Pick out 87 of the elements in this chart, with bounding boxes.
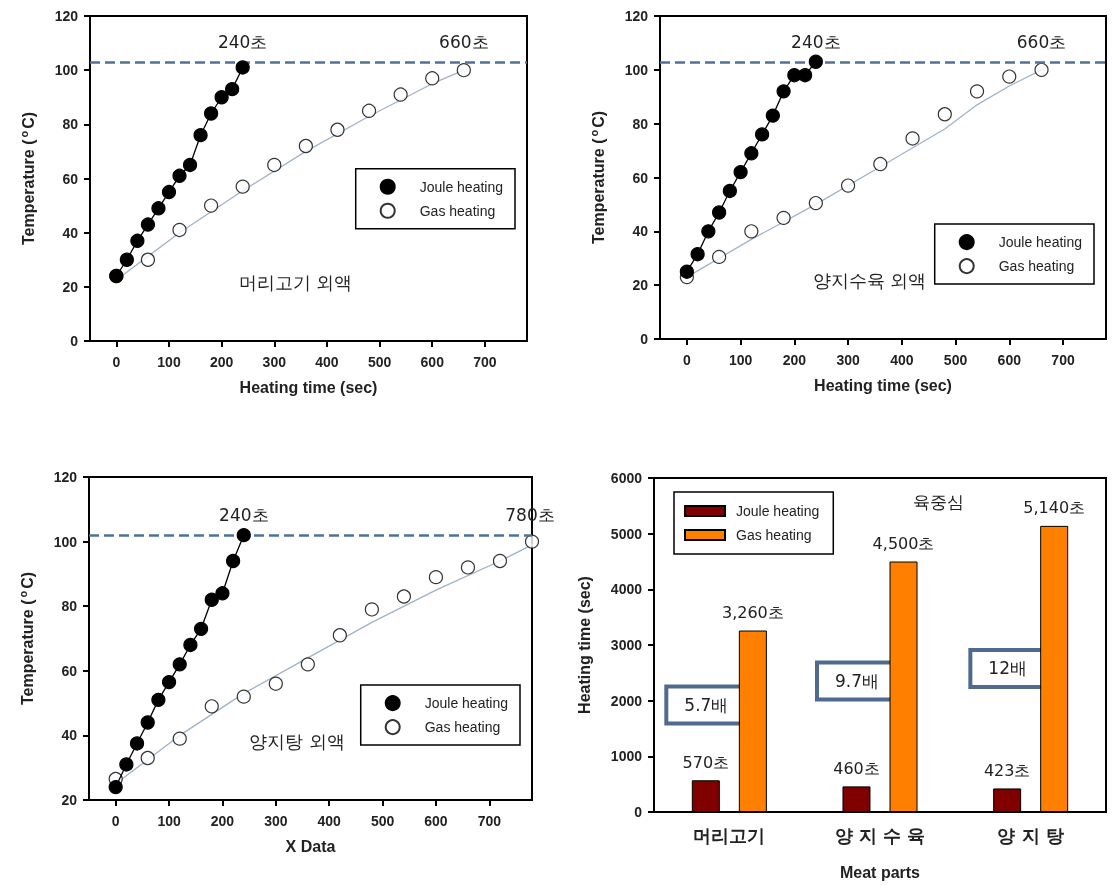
x-tick-label: 300: [264, 813, 288, 829]
x-tick-label: 200: [210, 813, 235, 829]
x-tick-label: 400: [890, 352, 914, 368]
y-tick-label: 80: [61, 598, 78, 615]
x-tick-label: 100: [728, 352, 753, 368]
y-tick-label: 100: [54, 62, 79, 79]
x-tick-label: 500: [943, 352, 968, 368]
text: 양지수육 외액: [812, 270, 927, 292]
legend-label: Gas heating: [419, 202, 496, 219]
annotation: 9.7배: [834, 670, 880, 691]
y-tick-label: 60: [61, 662, 78, 679]
y-tick-label: 40: [62, 224, 79, 241]
y-tick-label: 60: [632, 169, 649, 186]
x-tick-label: 500: [367, 354, 392, 370]
data-label: 5,140초: [1023, 498, 1086, 518]
legend-label: Gas heating: [736, 527, 812, 543]
x-tick-label: 700: [473, 354, 497, 370]
y-axis-title: Temperature (oC): [16, 571, 36, 706]
y-tick-label: 60: [62, 170, 79, 187]
y-tick-label: 2000: [610, 692, 643, 709]
x-axis-title: Meat parts: [839, 863, 921, 881]
y-tick-label: 100: [53, 533, 78, 550]
data-label: 3,260초: [721, 603, 784, 623]
legend-label: Gas heating: [424, 719, 501, 736]
y-tick-label: 20: [632, 277, 649, 294]
y-tick-label: 120: [624, 8, 649, 24]
x-tick-label: 300: [836, 352, 860, 368]
x-tick-label: 0: [111, 813, 120, 829]
text: 머리고기 외액: [238, 272, 353, 293]
legend-label: Joule heating: [424, 695, 509, 712]
x-tick-label: 400: [317, 813, 342, 829]
y-tick-label: 80: [62, 116, 79, 133]
x-tick-label: 양 지 수 육: [834, 824, 926, 846]
data-label: 460초: [833, 758, 880, 778]
y-tick-label: 4000: [610, 581, 643, 598]
data-label: 570초: [682, 752, 730, 772]
data-label: 423초: [983, 760, 1031, 780]
y-tick-label: 100: [624, 61, 649, 78]
annotation: 12배: [988, 658, 1027, 679]
y-tick-label: 40: [61, 727, 78, 744]
text: 육중심: [913, 492, 965, 512]
x-axis-title: X Data: [285, 837, 336, 855]
y-tick-label: 3000: [610, 637, 643, 653]
x-axis-title: Heating time (sec): [239, 378, 378, 396]
x-tick-label: 400: [315, 354, 339, 370]
annotation: 660초: [1016, 31, 1067, 52]
annotation: 5.7배: [684, 695, 729, 716]
y-tick-label: 120: [54, 8, 79, 24]
y-tick-label: 120: [53, 469, 78, 485]
annotation: 240초: [219, 505, 269, 526]
x-tick-label: 700: [477, 813, 502, 829]
x-tick-label: 600: [424, 813, 448, 829]
y-tick-label: 6000: [610, 470, 643, 486]
x-tick-label: 머리고기: [693, 824, 766, 846]
x-tick-label: 100: [157, 354, 181, 370]
y-tick-label: 20: [62, 278, 79, 295]
y-axis-title: Temperature (oC): [17, 111, 37, 246]
y-axis-title: Temperature (oC): [587, 110, 607, 245]
x-tick-label: 양 지 탕: [997, 824, 1064, 846]
y-tick-label: 5000: [610, 525, 643, 542]
x-tick-label: 600: [997, 352, 1022, 368]
x-tick-label: 500: [370, 813, 395, 829]
legend-label: Gas heating: [998, 258, 1075, 275]
y-tick-label: 40: [632, 223, 649, 240]
x-tick-label: 600: [420, 354, 445, 370]
x-tick-label: 0: [682, 352, 691, 368]
x-tick-label: 100: [157, 813, 181, 829]
x-tick-label: 700: [1051, 352, 1075, 368]
y-tick-label: 1000: [610, 748, 643, 765]
y-tick-label: 20: [61, 792, 78, 808]
y-tick-label: 0: [70, 333, 79, 349]
y-tick-label: 0: [640, 331, 649, 347]
annotation: 660초: [439, 32, 489, 53]
x-tick-label: 200: [782, 352, 807, 368]
x-tick-label: 300: [262, 354, 287, 370]
data-label: 4,500초: [872, 534, 935, 553]
legend-label: Joule heating: [998, 234, 1083, 251]
y-tick-label: 80: [632, 115, 649, 132]
y-axis-title: Heating time (sec): [575, 576, 593, 714]
annotation: 240초: [217, 32, 268, 53]
text: 양지탕 외액: [249, 731, 346, 753]
x-axis-title: Heating time (sec): [814, 376, 952, 394]
legend-label: Joule heating: [419, 178, 504, 195]
x-tick-label: 0: [112, 354, 121, 370]
annotation: 240초: [791, 31, 841, 52]
x-tick-label: 200: [209, 354, 234, 370]
legend-label: Joule heating: [736, 503, 820, 519]
